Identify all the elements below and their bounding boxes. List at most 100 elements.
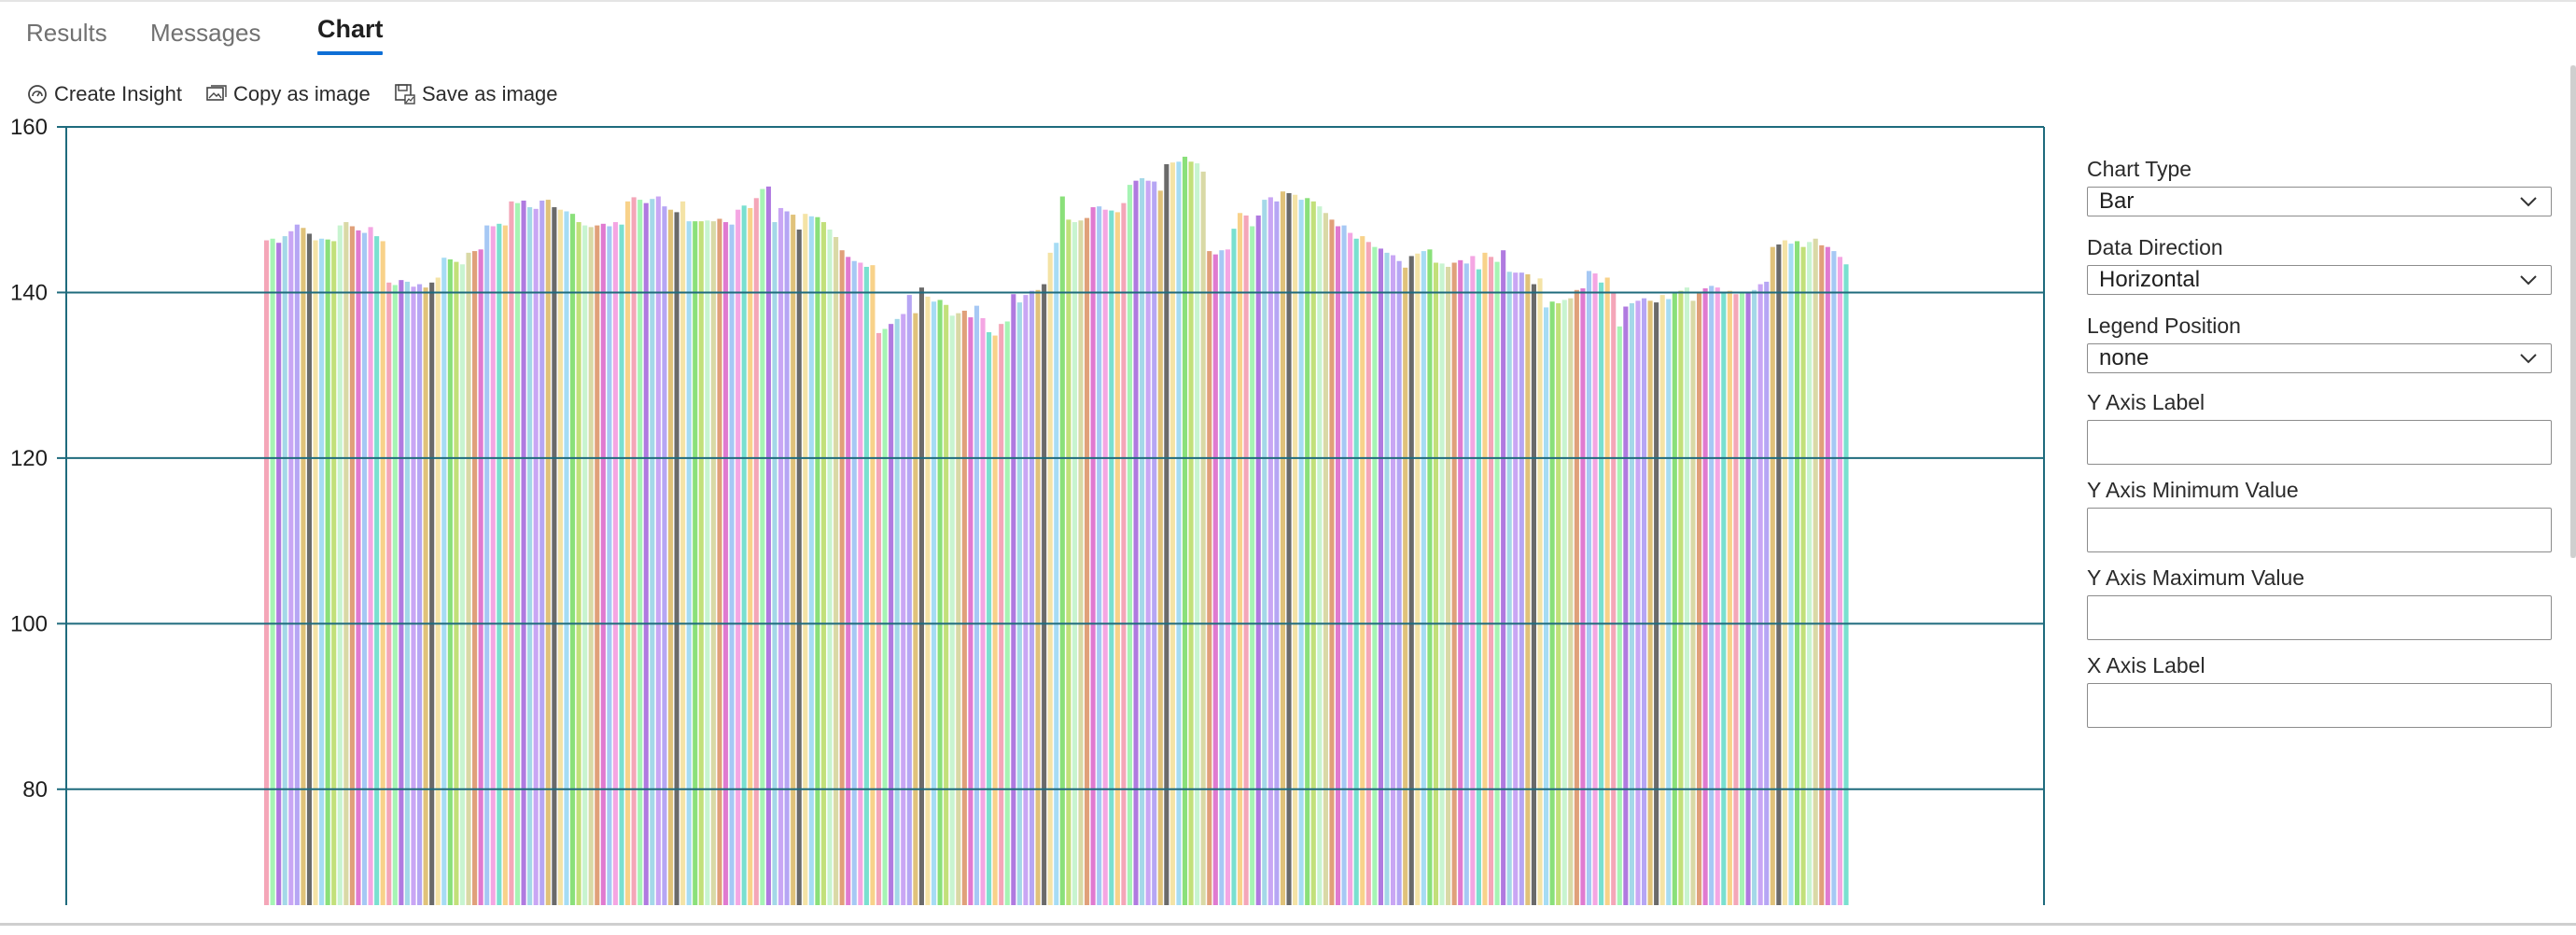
bar[interactable] [846,257,851,905]
bar[interactable] [1470,256,1476,905]
bar[interactable] [1819,244,1825,905]
bar[interactable] [1262,200,1267,905]
bar[interactable] [741,205,747,905]
bar[interactable] [1323,213,1328,905]
bar[interactable] [637,200,643,905]
bar[interactable] [313,240,318,905]
bar[interactable] [1085,217,1090,906]
bar[interactable] [1568,298,1574,905]
chart-type-select[interactable]: Bar [2087,187,2552,216]
bar[interactable] [564,211,569,906]
bar[interactable] [294,224,300,905]
bar[interactable] [1641,298,1647,905]
bar[interactable] [399,280,404,905]
bar[interactable] [815,216,820,906]
bar[interactable] [435,277,441,905]
bar[interactable] [301,228,306,905]
bar[interactable] [557,209,563,906]
bar[interactable] [973,305,980,905]
bar[interactable] [1451,262,1457,905]
bar[interactable] [1121,202,1127,905]
bar[interactable] [1415,253,1421,905]
bar[interactable] [619,224,624,905]
bar[interactable] [612,222,619,905]
bar[interactable] [264,240,270,905]
bar[interactable] [1133,180,1139,906]
bar[interactable] [729,224,735,905]
create-insight-button[interactable]: Create Insight [26,82,182,106]
bar[interactable] [1293,194,1298,905]
bar[interactable] [1403,267,1408,905]
bar[interactable] [1004,321,1010,906]
bar[interactable] [1329,219,1335,905]
bar[interactable] [949,315,955,905]
bar[interactable] [1647,300,1653,905]
bar[interactable] [875,332,882,905]
bar[interactable] [1384,252,1390,905]
panel-scrollbar-thumb[interactable] [2570,65,2576,558]
bar[interactable] [1335,226,1341,906]
bar[interactable] [1310,201,1316,906]
bar[interactable] [1739,293,1745,905]
bar[interactable] [1721,292,1727,905]
bar[interactable] [906,295,912,905]
bar[interactable] [1807,242,1813,905]
bar[interactable] [643,202,649,905]
bar[interactable] [472,251,478,906]
bar[interactable] [1433,262,1439,905]
bar[interactable] [374,236,380,906]
bar[interactable] [1654,302,1659,906]
bar[interactable] [870,265,875,905]
bar[interactable] [1023,295,1029,905]
bar[interactable] [1556,302,1561,905]
bar[interactable] [319,238,325,905]
bar[interactable] [380,241,385,905]
bar[interactable] [1800,246,1806,905]
save-as-image-button[interactable]: Save as image [394,82,558,106]
bar[interactable] [680,201,686,906]
bar[interactable] [1788,244,1794,906]
bar[interactable] [356,230,361,905]
bar[interactable] [1635,300,1641,905]
bar[interactable] [1623,306,1629,905]
bar[interactable] [1286,192,1292,906]
bar[interactable] [980,317,986,905]
bar[interactable] [1617,326,1622,905]
bar[interactable] [1219,250,1225,905]
bar[interactable] [349,226,355,906]
bar[interactable] [839,250,845,905]
bar[interactable] [791,215,796,906]
bar[interactable] [1458,259,1463,906]
bar[interactable] [1825,246,1830,905]
bar[interactable] [1164,163,1169,905]
x-axis-label-input[interactable] [2087,683,2552,728]
bar[interactable] [1488,257,1494,905]
bar[interactable] [808,216,814,905]
bar[interactable] [1421,251,1426,906]
bar[interactable] [459,264,466,905]
bar[interactable] [454,261,459,905]
bar[interactable] [1715,287,1720,905]
bar[interactable] [607,226,612,906]
bar[interactable] [1365,242,1371,905]
bar[interactable] [527,207,533,905]
bar[interactable] [417,284,423,905]
bar[interactable] [833,237,839,905]
bar[interactable] [1169,162,1175,905]
bar[interactable] [576,222,581,905]
bar[interactable] [484,225,490,905]
bar[interactable] [784,211,790,906]
bar[interactable] [753,198,759,906]
bar[interactable] [650,199,655,905]
bar[interactable] [1255,215,1261,905]
bar[interactable] [325,239,330,905]
bar[interactable] [968,317,973,905]
bar[interactable] [858,262,863,905]
tab-chart[interactable]: Chart [317,15,384,43]
bar[interactable] [1831,251,1837,906]
bar[interactable] [1752,289,1757,905]
bar[interactable] [796,230,802,905]
bar[interactable] [1047,252,1053,905]
bar[interactable] [1016,302,1022,906]
bar[interactable] [1145,180,1151,906]
